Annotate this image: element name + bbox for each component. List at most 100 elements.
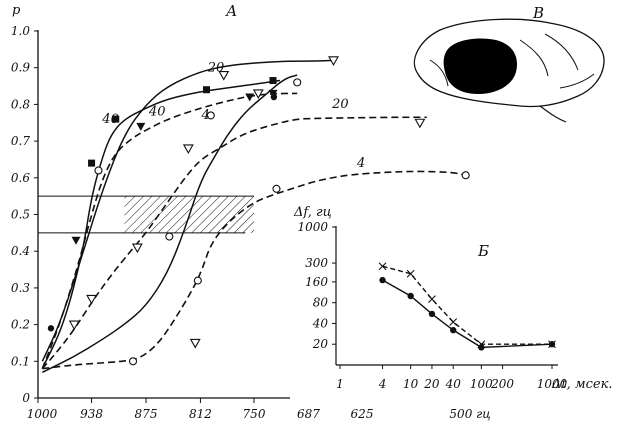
- data-point-marker: [406, 269, 415, 278]
- data-point-marker: [71, 236, 81, 245]
- data-point-marker: [414, 118, 426, 129]
- series-label: 40: [148, 104, 166, 119]
- x-tick-label-b: 200: [490, 377, 514, 391]
- data-point-marker: [268, 89, 278, 98]
- brain-sulcus-3: [429, 59, 449, 87]
- y-tick-label-b: 80: [313, 296, 329, 310]
- lesion: [443, 38, 518, 94]
- brain-stem: [539, 105, 567, 123]
- x-tick-label-b: 20: [423, 377, 440, 391]
- inset-background: [290, 218, 614, 406]
- x-tick-label-a: 875: [135, 407, 158, 421]
- y-tick-label-a: 0.6: [11, 171, 30, 185]
- data-point-marker: [378, 262, 387, 271]
- x-tick-label-b: 40: [445, 377, 462, 391]
- y-tick-label-a: 0.9: [11, 61, 30, 75]
- y-axis-name-a: p: [12, 3, 21, 18]
- data-point-marker: [202, 86, 210, 94]
- data-point-marker: [328, 56, 339, 66]
- y-ticks-b: 20 40 80 160 300 1000: [297, 220, 336, 351]
- data-point-marker: [252, 89, 264, 100]
- panel-a-chart: 0 0.1 0.2 0.3 0.4 0.5 0.6 0.7 0.8 0.9 1.0 1000 938 8…: [11, 2, 491, 421]
- data-point-marker: [269, 77, 277, 85]
- markers-b: [378, 262, 556, 351]
- y-tick-label-b: 20: [312, 337, 329, 351]
- y-axis-name-b: Δf, гц: [293, 205, 332, 220]
- x-tick-label-a: 625: [351, 407, 374, 421]
- y-tick-label-a: 0.5: [11, 208, 30, 222]
- curve-labels-a: 20 40 40 4 20 4: [101, 60, 365, 170]
- x-tick-label-a: 687: [297, 407, 320, 421]
- brain-outline: [413, 18, 605, 108]
- data-point-marker: [86, 294, 98, 305]
- x-tick-label-a: 750: [243, 407, 266, 421]
- y-tick-label-b: 1000: [297, 220, 328, 234]
- data-point-marker: [206, 111, 215, 120]
- y-tick-label-a: 0.8: [11, 97, 30, 111]
- x-tick-label-b: 4: [378, 377, 387, 391]
- y-tick-label-b: 40: [312, 316, 329, 330]
- data-point-marker: [245, 93, 255, 102]
- markers-a: [47, 56, 470, 366]
- data-point-marker: [478, 344, 485, 351]
- y-tick-label-a: 0.1: [11, 354, 30, 368]
- data-point-marker: [182, 144, 194, 155]
- brain-sulcus-2: [544, 33, 579, 71]
- series-label: 4: [200, 108, 209, 123]
- data-point-marker: [270, 93, 278, 101]
- data-point-marker: [128, 357, 138, 366]
- y-tick-label-a: 0.3: [11, 281, 30, 295]
- x-tick-label-a: 1000: [27, 407, 58, 421]
- brain-lesion-sketch-icon: В: [413, 4, 605, 123]
- series-label: 4: [356, 156, 365, 171]
- data-point-marker: [379, 276, 386, 284]
- panel-label-v: В: [532, 4, 544, 22]
- brain-sulcus-1: [519, 39, 549, 77]
- series-label: 20: [207, 60, 225, 75]
- panel-label-a: А: [225, 2, 237, 20]
- data-point-marker: [218, 70, 230, 81]
- data-point-marker: [68, 320, 80, 331]
- data-point-marker: [548, 340, 556, 349]
- data-point-marker: [449, 318, 458, 326]
- y-tick-label-a: 0.2: [11, 318, 30, 332]
- data-point-marker: [112, 115, 120, 123]
- data-point-marker: [189, 338, 201, 349]
- series-line-b-0: [382, 279, 553, 349]
- brain-sulcus-4: [559, 73, 595, 89]
- x-tick-label-a: 500 гц: [449, 407, 490, 421]
- data-point-marker: [94, 166, 103, 175]
- x-ticks-a: 1000 938 875 812 750 687 625 500 гц: [27, 398, 491, 421]
- data-point-marker: [272, 184, 281, 193]
- data-point-marker: [450, 326, 457, 334]
- x-tick-label-b: 100: [470, 377, 493, 391]
- data-point-marker: [477, 340, 486, 349]
- x-tick-label-b: 1: [336, 377, 344, 391]
- data-point-marker: [461, 171, 470, 180]
- x-tick-label-b: 10: [403, 377, 419, 391]
- data-point-marker: [428, 310, 436, 318]
- y-tick-label-a: 0.4: [11, 244, 30, 258]
- y-ticks-a: 0 0.1 0.2 0.3 0.4 0.5 0.6 0.7 0.8 0.9 1.0: [11, 24, 38, 405]
- data-point-marker: [88, 159, 96, 167]
- y-tick-label-b: 160: [305, 275, 328, 289]
- series-line-5: [42, 170, 466, 370]
- y-tick-label-b: 300: [305, 256, 328, 270]
- series-line-3: [41, 74, 298, 373]
- y-tick-label-a: 0.7: [11, 134, 30, 148]
- data-point-marker: [165, 232, 174, 241]
- series-line-1: [41, 79, 281, 369]
- data-point-marker: [407, 292, 414, 300]
- x-axis-name-b: Δt, мсек.: [551, 377, 613, 392]
- y-tick-label-a: 0: [22, 391, 30, 405]
- data-point-marker: [428, 295, 436, 304]
- series-label: 20: [331, 97, 349, 112]
- data-point-marker: [293, 78, 302, 87]
- series-label: 40: [101, 112, 119, 127]
- data-point-marker: [136, 122, 146, 131]
- series-line-b-1: [382, 265, 552, 345]
- x-tick-label-b: 1000: [537, 377, 568, 391]
- data-point-marker: [47, 325, 55, 332]
